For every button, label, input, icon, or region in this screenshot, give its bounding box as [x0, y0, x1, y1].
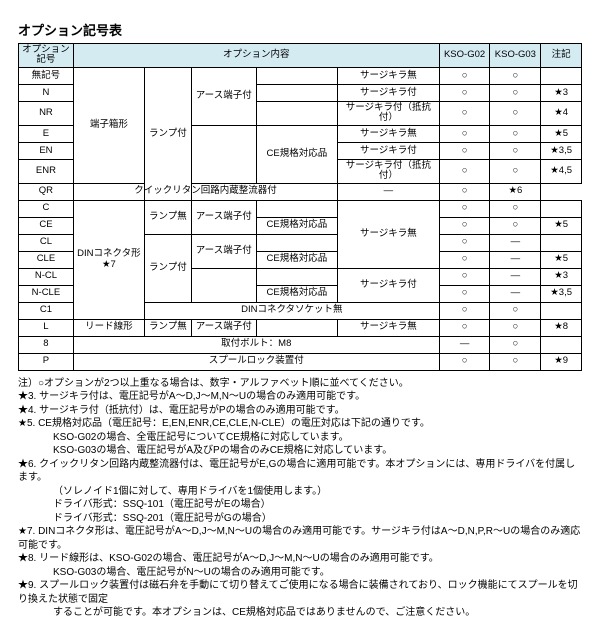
footnote-line: ★6. クイックリタン回路内蔵整流器付は、電圧記号がE,Gの場合に適用可能です。… — [18, 458, 582, 485]
footnote-line: ★4. サージキラ付（抵抗付）は、電圧記号がPの場合のみ適用可能です。 — [18, 404, 582, 418]
table-row: 8取付ボルト：M8—○ — [19, 336, 582, 353]
footnote-line: KSO-G03の場合、電圧記号がA及びPの場合のみCE規格に対応しています。 — [18, 444, 582, 458]
footnote-line: （ソレノイド1個に対して、専用ドライバを1個使用します。） — [18, 485, 582, 499]
table-row: C DINコネクタ形★7 ランプ無 アース端子付 サージキラ無 ○○ — [19, 200, 582, 217]
table-row: Lリード線形ランプ無アース端子付サージキラ無○○★8 — [19, 319, 582, 336]
footnote-line: ★8. リード線形は、KSO-G02の場合、電圧記号がA～D,J～M,N～Uの場… — [18, 552, 582, 566]
footnotes: 注）○オプションが2つ以上重なる場合は、数字・アルファベット順に並べてください。… — [18, 377, 582, 620]
hdr-col1: オプション記号 — [19, 44, 74, 68]
footnote-line: ★7. DINコネクタ形は、電圧記号がA～D,J～M,N～Uの場合のみ適用可能で… — [18, 525, 582, 552]
table-header: オプション記号 オプション内容 KSO-G02 KSO-G03 注記 — [19, 44, 582, 68]
footnote-line: KSO-G03の場合、電圧記号がN～Uの場合のみ適用可能です。 — [18, 566, 582, 580]
footnote-line: することが可能です。本オプションは、CE規格対応品ではありませんので、ご注意くだ… — [18, 606, 582, 620]
hdr-col4: KSO-G03 — [490, 44, 541, 68]
footnote-line: 注）○オプションが2つ以上重なる場合は、数字・アルファベット順に並べてください。 — [18, 377, 582, 391]
table-row: 無記号 端子箱形 ランプ付 アース端子付 サージキラ無 ○○ — [19, 67, 582, 84]
footnote-line: ドライバ形式：SSQ-201（電圧記号がGの場合） — [18, 512, 582, 526]
footnote-line: ★5. CE規格対応品（電圧記号：E,EN,ENR,CE,CLE,N-CLE）の… — [18, 417, 582, 431]
footnote-line: KSO-G02の場合、全電圧記号についてCE規格に対応しています。 — [18, 431, 582, 445]
option-table: オプション記号 オプション内容 KSO-G02 KSO-G03 注記 無記号 端… — [18, 43, 582, 371]
footnote-line: ★9. スプールロック装置付は磁石弁を手動にて切り替えてご使用になる場合に装備さ… — [18, 579, 582, 606]
footnote-line: ★3. サージキラ付は、電圧記号がA～D,J～M,N～Uの場合のみ適用可能です。 — [18, 390, 582, 404]
table-row: Pスプールロック装置付○○★9 — [19, 353, 582, 370]
hdr-col2: オプション内容 — [73, 44, 439, 68]
table-title: オプション記号表 — [18, 20, 582, 39]
hdr-col5: 注記 — [541, 44, 582, 68]
hdr-col3: KSO-G02 — [439, 44, 490, 68]
footnote-line: ドライバ形式：SSQ-101（電圧記号がEの場合） — [18, 498, 582, 512]
table-row: QRクイックリタン回路内蔵整流器付—○★6 — [19, 183, 582, 200]
